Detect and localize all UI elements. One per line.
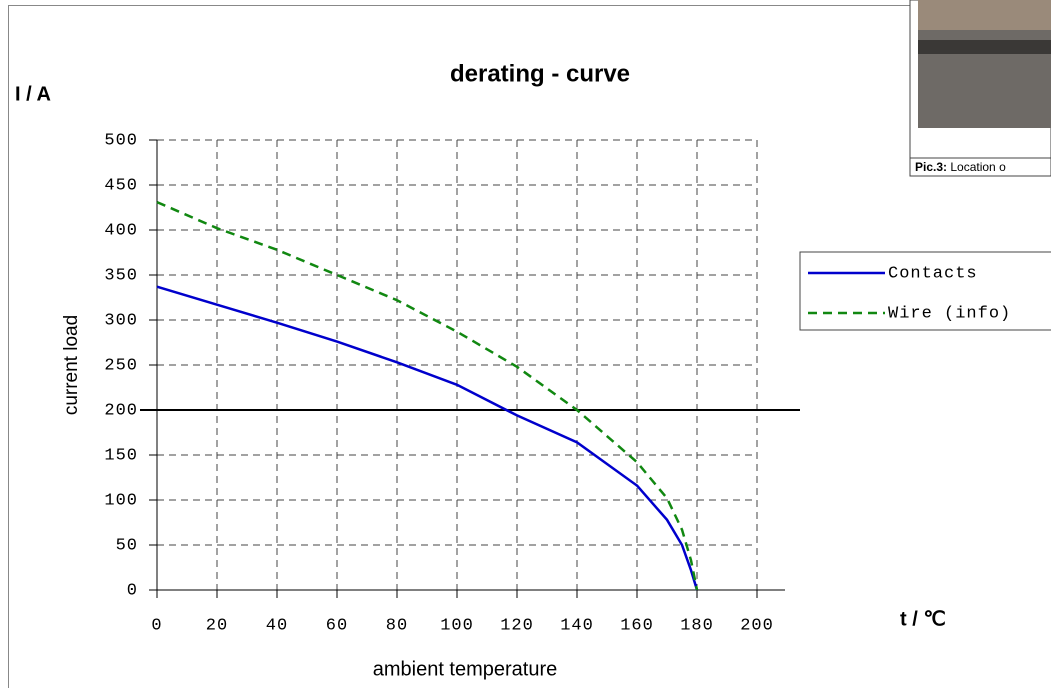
caption-label: Pic.3:: [915, 160, 947, 174]
x-tick-label: 80: [386, 616, 408, 635]
x-tick-label: 60: [326, 616, 348, 635]
y-tick-label: 400: [104, 221, 138, 240]
data-line: [156, 285, 699, 591]
legend-label: Wire (info): [888, 304, 1011, 323]
x-tick-label: 140: [560, 616, 594, 635]
y-axis-label: current load: [61, 315, 82, 415]
photo-detail: [918, 40, 1051, 54]
x-tick-label: 100: [440, 616, 474, 635]
caption-box: [909, 157, 1051, 177]
x-axis-label: ambient temperature: [373, 658, 558, 680]
y-tick-label: 0: [127, 581, 138, 600]
legend-label: Contacts: [888, 264, 978, 283]
x-tick-label: 40: [266, 616, 288, 635]
y-tick-label: 50: [116, 536, 138, 555]
x-tick-label: 160: [620, 616, 654, 635]
legend: [799, 251, 1051, 331]
x-tick-label: 20: [206, 616, 228, 635]
y-tick-label: 200: [104, 401, 138, 420]
x-tick-label: 0: [151, 616, 162, 635]
frame: [8, 5, 1051, 688]
data-line: [156, 200, 699, 591]
photo-detail: [918, 0, 1051, 30]
y-tick-label: 500: [104, 131, 138, 150]
y-tick-label: 250: [104, 356, 138, 375]
x-unit-label: t / ℃: [900, 608, 946, 630]
x-tick-label: 120: [500, 616, 534, 635]
y-tick-label: 100: [104, 491, 138, 510]
y-tick-label: 150: [104, 446, 138, 465]
y-tick-label: 350: [104, 266, 138, 285]
chart-title: derating - curve: [450, 60, 630, 87]
x-tick-label: 200: [740, 616, 774, 635]
caption-text: Location o: [950, 160, 1006, 174]
x-tick-label: 180: [680, 616, 714, 635]
caption: Pic.3: Location o: [915, 160, 1006, 174]
y-tick-label: 300: [104, 311, 138, 330]
y-unit-label: I / A: [15, 83, 51, 105]
y-tick-label: 450: [104, 176, 138, 195]
